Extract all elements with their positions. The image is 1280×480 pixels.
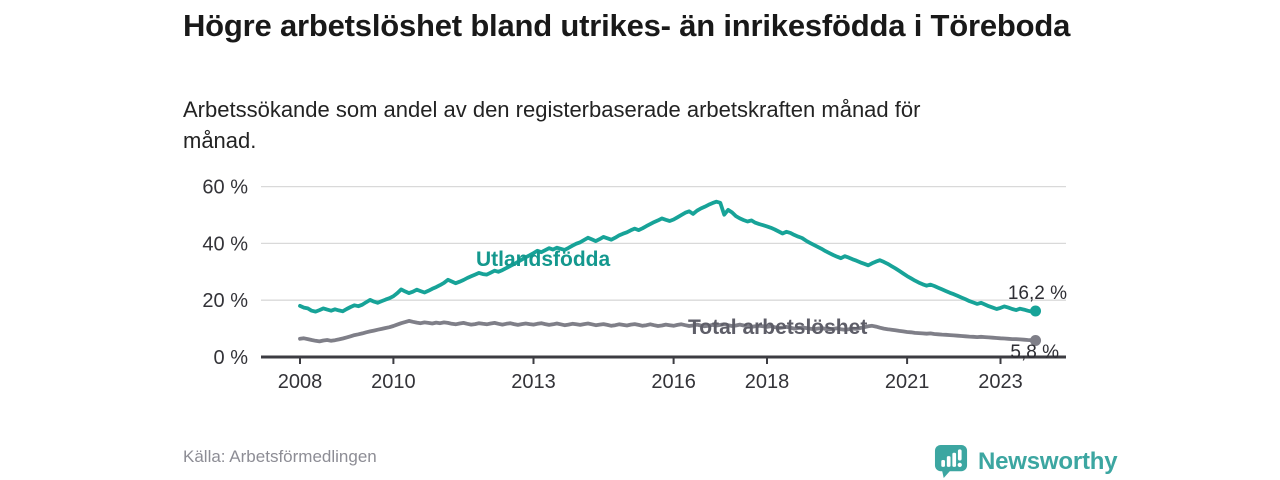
end-value-label-total: 5,8 % [1010, 342, 1059, 363]
series-line-0 [298, 199, 1038, 314]
x-tick-label-2008: 2008 [278, 371, 323, 393]
chart-subtitle: Arbetssökande som andel av den registerb… [183, 97, 921, 154]
x-tick-label-2018: 2018 [745, 371, 790, 393]
y-tick-label-20: 20 % [202, 290, 248, 312]
x-tick-label-2013: 2013 [511, 371, 556, 393]
newsworthy-logo: Newsworthy [934, 444, 1118, 479]
x-tick-label-2016: 2016 [651, 371, 696, 393]
series-end-dot-0 [1030, 305, 1042, 317]
x-tick-label-2023: 2023 [978, 371, 1023, 393]
y-tick-label-40: 40 % [202, 233, 248, 255]
newsworthy-bubble-chart-icon [934, 444, 968, 479]
end-value-label-utlandsfodda: 16,2 % [1007, 283, 1067, 304]
y-tick-label-60: 60 % [202, 177, 248, 199]
y-tick-label-0: 0 % [214, 347, 249, 369]
series-line-1 [298, 318, 1038, 344]
x-tick-label-2021: 2021 [885, 371, 930, 393]
series-end-dot-1 [1030, 335, 1042, 347]
series-label-total-arbetsloshet: Total arbetslöshet [688, 316, 868, 339]
series-label-utlandsfodda: Utlandsfödda [476, 248, 611, 271]
source-note: Källa: Arbetsförmedlingen [183, 447, 377, 466]
page-title: Högre arbetslöshet bland utrikes- än inr… [183, 8, 1071, 43]
newsworthy-wordmark: Newsworthy [978, 447, 1118, 475]
x-tick-label-2010: 2010 [371, 371, 416, 393]
